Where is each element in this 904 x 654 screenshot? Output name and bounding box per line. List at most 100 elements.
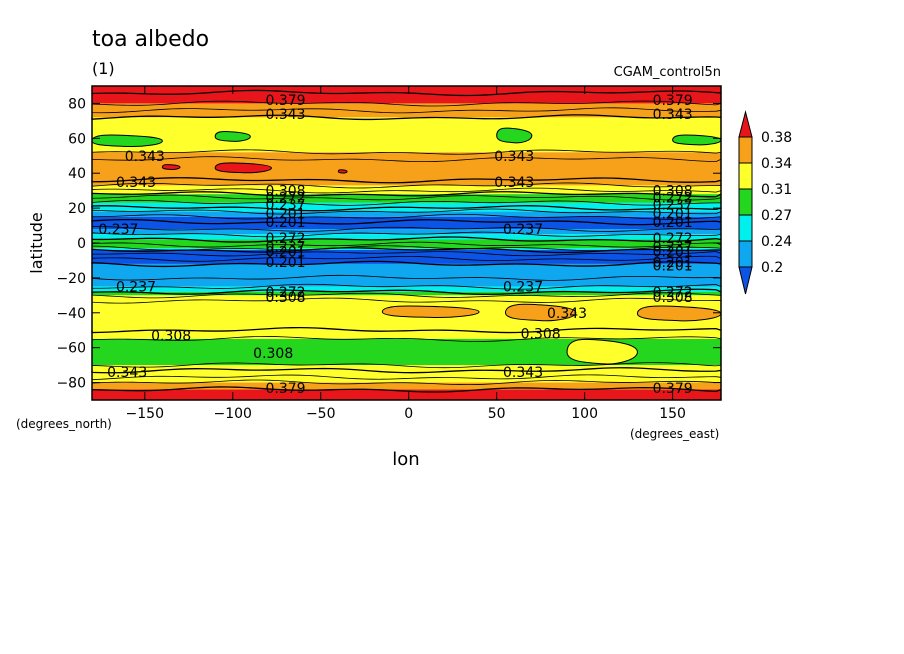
contour-label-31: 0.272 [265, 285, 305, 301]
y-tick-label-6: −40 [56, 306, 86, 322]
contour-label-38: 0.308 [253, 346, 293, 362]
x-axis-ticks: −150 −100 −50 0 50 100 150 [126, 86, 686, 422]
band-10 [92, 234, 721, 240]
patch-8 [504, 303, 577, 322]
dataset-label: CGAM_control5n [614, 65, 721, 80]
patch-4 [161, 164, 181, 171]
x-tick-label-6: 150 [659, 406, 686, 422]
y-tick-label-8: −80 [56, 376, 86, 392]
colorbar-label-0: 0.38 [761, 130, 792, 146]
x-tick-label-3: 0 [404, 406, 413, 422]
contour-line-28 [91, 292, 722, 299]
contour-label-16: 0.201 [265, 215, 305, 231]
contour-label-39: 0.343 [107, 365, 147, 381]
contour-label-18: 0.237 [98, 222, 138, 238]
contour-line-0 [91, 89, 722, 97]
band-2 [92, 117, 721, 153]
contour-line-12 [91, 205, 722, 212]
filled-patches [91, 127, 722, 365]
patch-7 [381, 305, 480, 318]
band-15 [92, 286, 721, 292]
contour-line-3 [91, 114, 722, 121]
contour-label-42: 0.379 [653, 381, 693, 397]
contour-label-19: 0.237 [503, 222, 543, 238]
contour-label-23: 0.237 [653, 239, 693, 255]
contour-line-23 [91, 255, 722, 262]
contour-label-5: 0.343 [494, 149, 534, 165]
contour-label-0: 0.379 [265, 93, 305, 109]
band-11 [92, 239, 721, 249]
colorbar-label-3: 0.27 [761, 208, 792, 224]
band-13 [92, 249, 721, 264]
contour-label-21: 0.272 [653, 231, 693, 247]
contour-line-2 [91, 107, 722, 114]
contour-label-22: 0.237 [265, 239, 305, 255]
contour-label-13: 0.237 [653, 198, 693, 214]
x-tick-label-5: 100 [571, 406, 598, 422]
contour-line-5 [91, 156, 722, 163]
contour-label-2: 0.343 [265, 107, 305, 123]
contour-label-11: 0.272 [653, 191, 693, 207]
contour-label-37: 0.308 [521, 327, 561, 343]
x-tick-label-0: −150 [126, 406, 164, 422]
chart-title: toa albedo [92, 27, 209, 52]
contour-line-11 [91, 199, 722, 206]
contour-label-28: 0.201 [653, 259, 693, 275]
contour-label-36: 0.308 [151, 328, 191, 344]
contour-label-26: 0.201 [265, 255, 305, 271]
contour-label-35: 0.343 [547, 306, 587, 322]
contour-line-16 [91, 226, 722, 232]
contour-line-34 [91, 374, 722, 381]
contour-line-33 [91, 367, 722, 374]
x-tick-label-2: −50 [306, 406, 336, 422]
chart-subtitle: (1) [92, 59, 115, 78]
contour-line-32 [91, 362, 722, 369]
contour-label-9: 0.308 [653, 184, 693, 200]
contour-line-29 [91, 297, 722, 304]
contour-label-3: 0.343 [653, 107, 693, 123]
contour-label-34: 0.308 [653, 290, 693, 306]
contour-line-7 [91, 182, 722, 189]
colorbar-bottom-arrow [738, 266, 753, 295]
contour-line-10 [91, 194, 722, 201]
colorbar-label-4: 0.24 [761, 234, 792, 250]
contour-line-21 [91, 247, 722, 254]
contour-line-26 [91, 283, 722, 290]
contour-label-8: 0.308 [265, 184, 305, 200]
contour-label-40: 0.343 [503, 365, 543, 381]
contour-line-13 [91, 208, 722, 215]
patch-5 [214, 162, 272, 174]
patch-6 [337, 169, 348, 174]
colorbar-label-1: 0.34 [761, 156, 792, 172]
contour-line-19 [91, 241, 722, 248]
contour-line-9 [91, 191, 722, 198]
colorbar-segment-3 [738, 188, 753, 216]
y-axis-ticks: 80 60 40 20 0 −20 −40 −60 −80 [56, 96, 721, 392]
contour-label-24: 0.201 [265, 245, 305, 261]
band-1 [92, 103, 721, 118]
contour-line-14 [91, 213, 722, 220]
patch-10 [566, 338, 638, 365]
contour-label-25: 0.201 [653, 245, 693, 261]
contour-label-27: 0.201 [653, 255, 693, 271]
contour-label-10: 0.272 [265, 191, 305, 207]
contour-line-18 [91, 236, 722, 243]
contour-line-24 [91, 260, 722, 268]
patch-2 [496, 127, 533, 144]
band-14 [92, 263, 721, 287]
colorbar-segment-1 [738, 136, 753, 164]
y-tick-label-0: 80 [68, 96, 86, 112]
band-17 [92, 295, 721, 339]
colorbar-segment-2 [738, 162, 753, 190]
contour-label-41: 0.379 [265, 381, 305, 397]
contour-label-20: 0.272 [265, 231, 305, 247]
contour-label-6: 0.343 [116, 175, 156, 191]
contour-line-6 [91, 177, 722, 184]
y-tick-label-1: 60 [68, 131, 86, 147]
contour-line-15 [91, 218, 722, 226]
x-axis-label: lon [392, 449, 419, 470]
x-axis-units: (degrees_east) [630, 427, 719, 441]
contour-label-4: 0.343 [125, 149, 165, 165]
y-tick-label-2: 40 [68, 166, 86, 182]
